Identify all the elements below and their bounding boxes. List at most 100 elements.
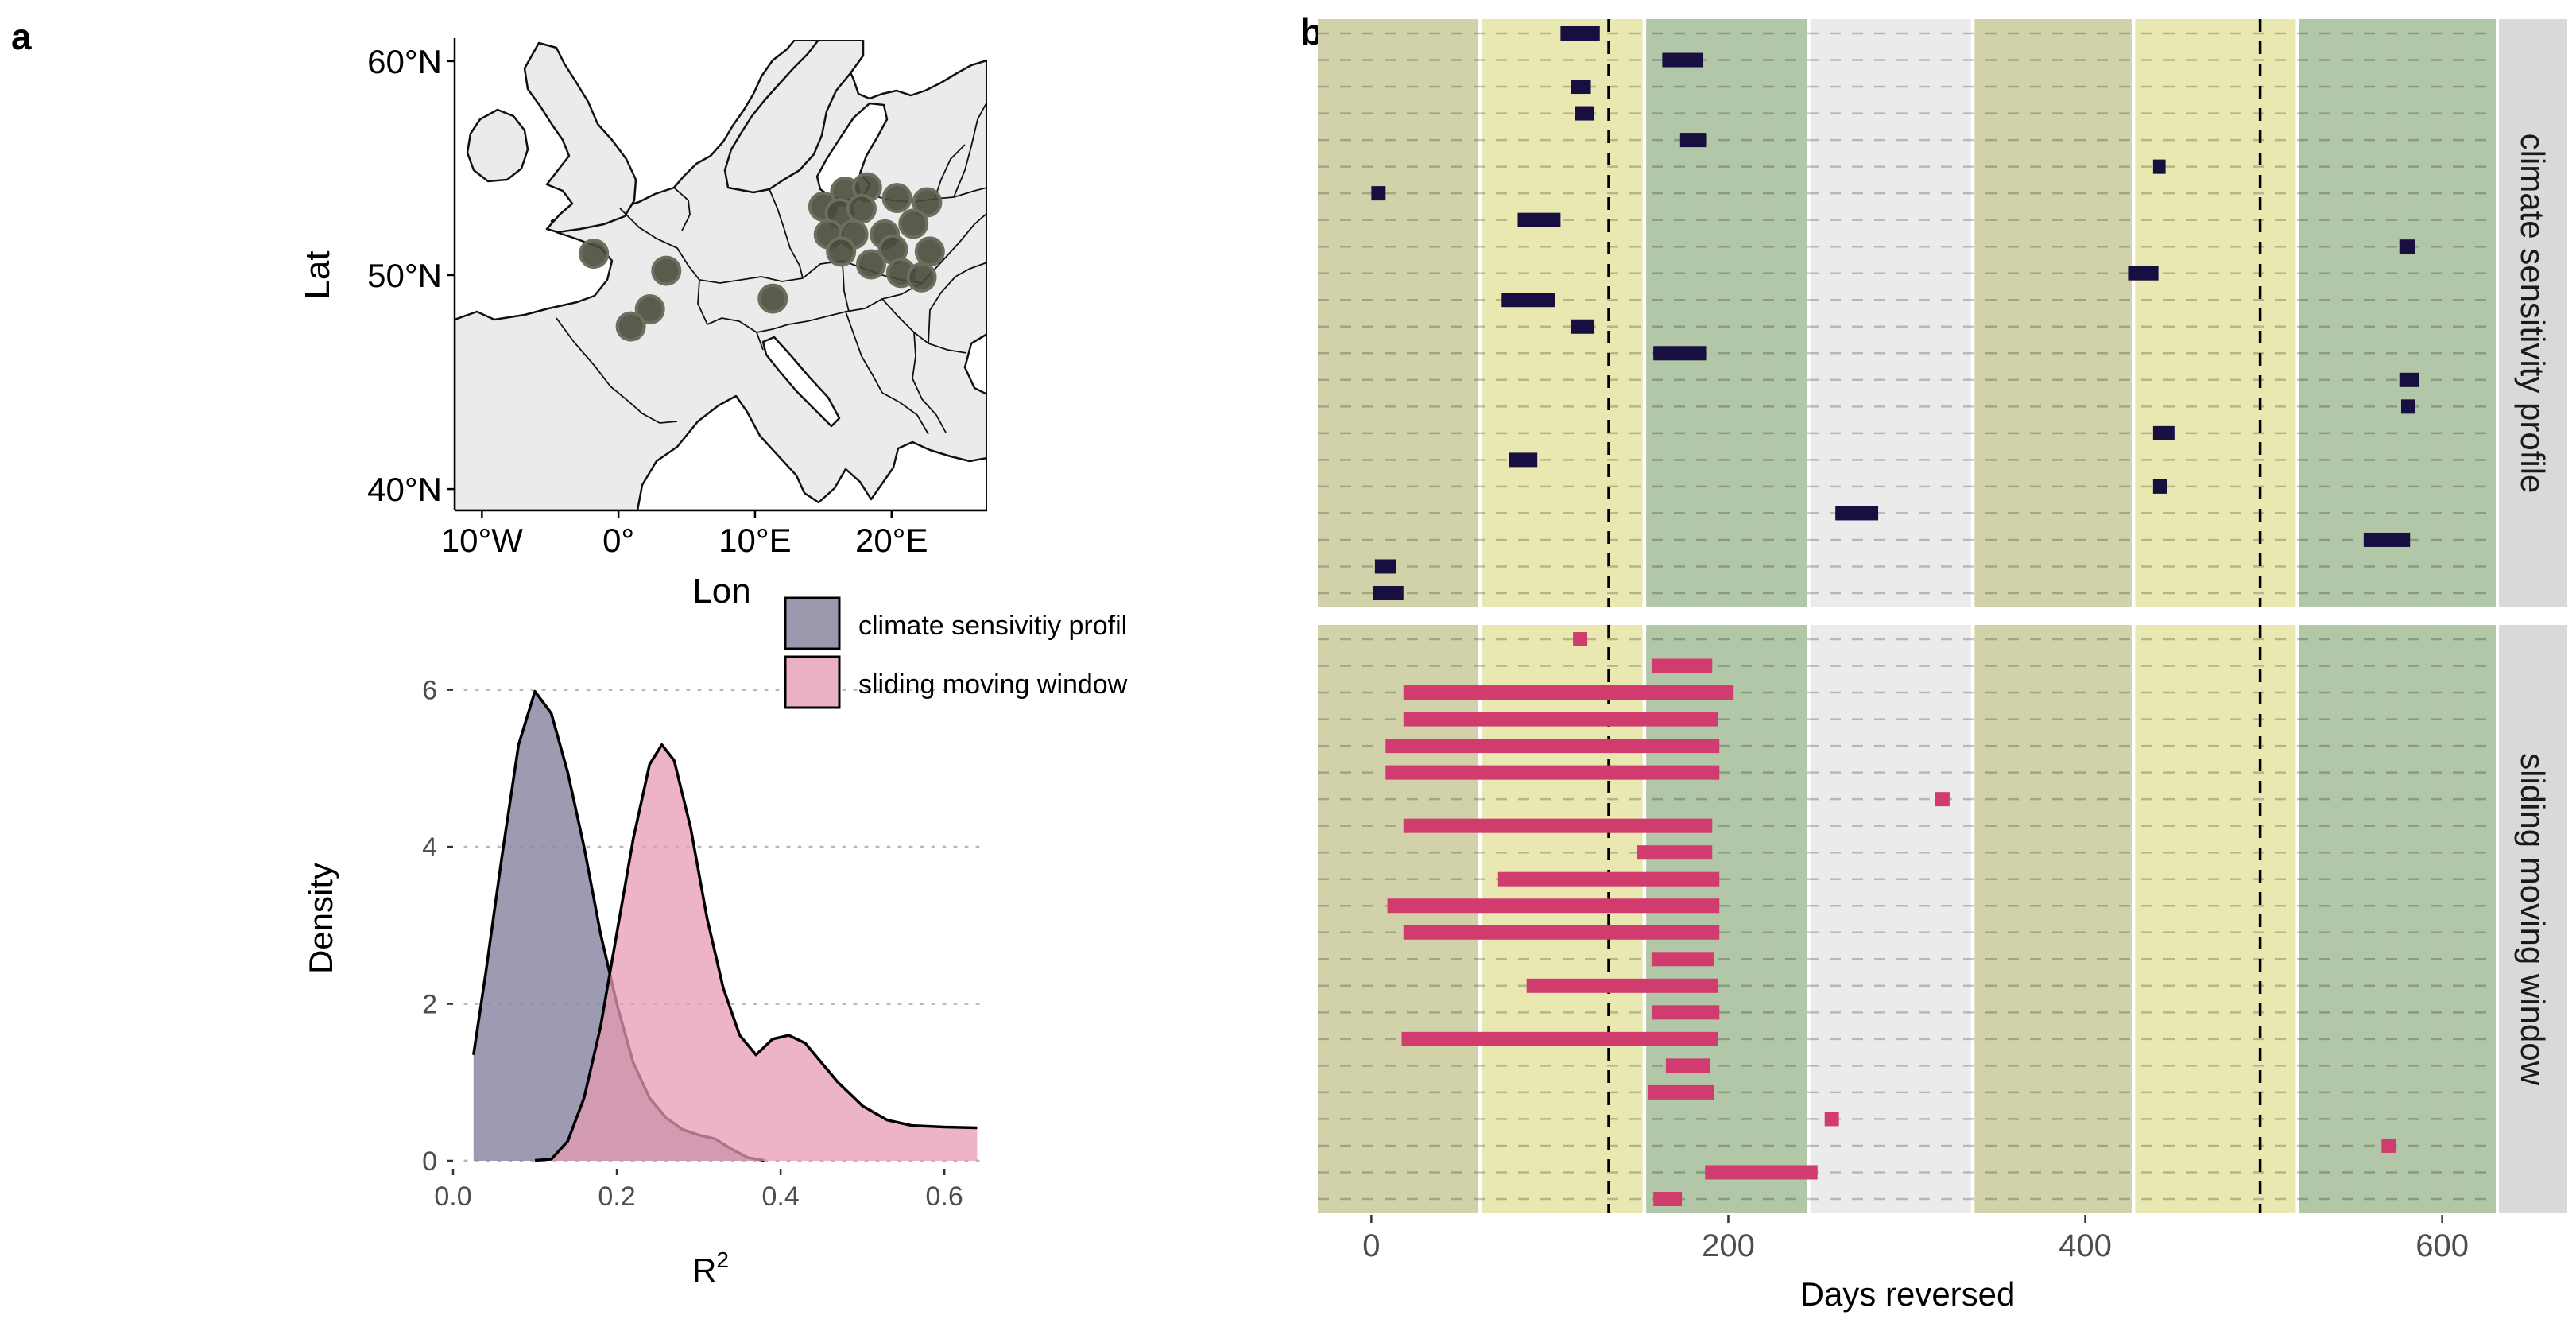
density-x-tick-label: 0.2	[598, 1181, 635, 1212]
map-site-point	[757, 283, 788, 314]
window-bar	[2399, 239, 2415, 254]
window-bar	[2152, 479, 2167, 494]
country-borders	[556, 101, 987, 435]
density-y-ticks: 0 2 4 6	[422, 676, 453, 1177]
window-bar	[1403, 925, 1720, 940]
window-bar	[1509, 452, 1538, 468]
facet-sliding-moving-window	[1318, 625, 2496, 1213]
legend-label-sliding: sliding moving window	[858, 669, 1128, 700]
density-y-tick-label: 4	[422, 832, 437, 863]
windows-x-axis-title: Days reversed	[1800, 1275, 2016, 1313]
facet-climate-sensitivity-profile	[1318, 19, 2496, 607]
density-x-tick-label: 0.6	[926, 1181, 963, 1212]
map-site-point	[906, 262, 937, 293]
window-bar	[2152, 425, 2175, 440]
adriatic-sea	[761, 336, 841, 428]
panel-label-a: a	[11, 16, 32, 57]
density-y-tick-label: 2	[422, 990, 437, 1020]
season-band	[1974, 625, 2132, 1213]
scandinavia	[723, 40, 865, 194]
density-x-axis-title-sup: 2	[716, 1247, 729, 1272]
season-band	[1974, 19, 2132, 607]
legend-key-climate	[784, 596, 841, 650]
season-band	[2299, 19, 2496, 607]
bars-climate-sensitivity-profile	[1371, 26, 2419, 600]
row-gridlines-bottom	[1318, 638, 2496, 1201]
window-bar	[1371, 186, 1386, 201]
map-x-tick-label: 10°E	[719, 522, 792, 559]
window-bar	[1651, 1005, 1720, 1020]
window-bar	[1648, 1084, 1714, 1100]
map-y-axis-title: Lat	[298, 250, 337, 299]
window-bar	[1575, 106, 1595, 121]
density-x-axis-title: R2	[692, 1247, 729, 1289]
density-y-tick-label: 6	[422, 676, 437, 706]
window-bar	[1385, 739, 1720, 754]
map-panel: 10°W 0° 10°E 20°E 40°N 50°N 60°N Lon Lat	[298, 38, 987, 611]
facet-strip-top	[2499, 19, 2567, 607]
row-gridlines-top	[1318, 32, 2496, 595]
density-legend: climate sensivitiy profil sliding moving…	[784, 596, 1128, 709]
windows-x-ticks: 0 200 400 600	[1362, 1215, 2469, 1263]
map-y-tick-label: 60°N	[367, 43, 442, 80]
facet-strip-label-bottom: sliding moving window	[2514, 753, 2551, 1086]
map-site-point	[898, 208, 929, 239]
window-bar	[2381, 1138, 2396, 1153]
map-site-point	[912, 187, 943, 218]
window-bar	[1653, 1192, 1683, 1206]
season-bands-bottom	[1318, 625, 2496, 1213]
window-bar	[1517, 212, 1561, 227]
facet-strip-bottom	[2499, 625, 2567, 1213]
map-site-point	[579, 239, 610, 270]
season-band	[1810, 19, 1971, 607]
density-area-climate	[473, 691, 765, 1161]
window-bar	[1560, 26, 1600, 41]
window-bar	[1637, 845, 1713, 860]
season-band	[2135, 625, 2296, 1213]
density-x-axis-title-main: R	[692, 1251, 716, 1289]
ireland	[466, 108, 529, 183]
window-bar	[1679, 133, 1707, 148]
map-y-ticks: 40°N 50°N 60°N	[367, 43, 455, 508]
map-x-tick-label: 0°	[602, 522, 634, 559]
window-bar	[1651, 952, 1714, 967]
legend-label-climate: climate sensivitiy profil	[858, 611, 1127, 641]
window-bar	[2400, 399, 2415, 414]
density-y-tick-label: 0	[422, 1147, 437, 1177]
window-bar	[1935, 792, 1950, 807]
season-band	[1646, 19, 1807, 607]
map-sites	[579, 172, 945, 342]
density-y-axis-title: Density	[302, 863, 339, 974]
window-bar	[1403, 685, 1734, 700]
window-bar	[1665, 1058, 1710, 1073]
season-band	[1482, 19, 1643, 607]
window-bar	[1662, 52, 1704, 68]
window-bar	[2363, 532, 2411, 547]
windows-x-tick-label: 200	[1702, 1228, 1755, 1263]
map-site-point	[634, 294, 665, 325]
window-bar	[1501, 293, 1555, 308]
window-bar	[1403, 712, 1718, 727]
density-x-tick-label: 0.4	[761, 1181, 799, 1212]
window-bar	[1374, 559, 1396, 574]
density-x-ticks: 0.0 0.2 0.4 0.6	[434, 1169, 963, 1212]
window-bar	[1573, 632, 1588, 646]
window-bar	[1497, 871, 1720, 887]
windows-x-tick-label: 600	[2415, 1228, 2469, 1263]
map-site-point	[826, 236, 857, 267]
window-bar	[1653, 346, 1707, 361]
map-y-tick-label: 40°N	[367, 471, 442, 508]
season-bands-top	[1318, 19, 2496, 607]
windows-x-tick-label: 0	[1362, 1228, 1380, 1263]
window-bar	[1373, 586, 1404, 600]
reference-lines-top	[1607, 19, 2262, 607]
black-sea	[963, 332, 987, 396]
mediterranean-sea	[636, 394, 987, 510]
map-site-point	[855, 249, 886, 280]
density-area-sliding	[535, 744, 978, 1161]
map-site-point	[846, 193, 877, 224]
window-bar	[2399, 372, 2419, 387]
season-band	[1318, 19, 1479, 607]
